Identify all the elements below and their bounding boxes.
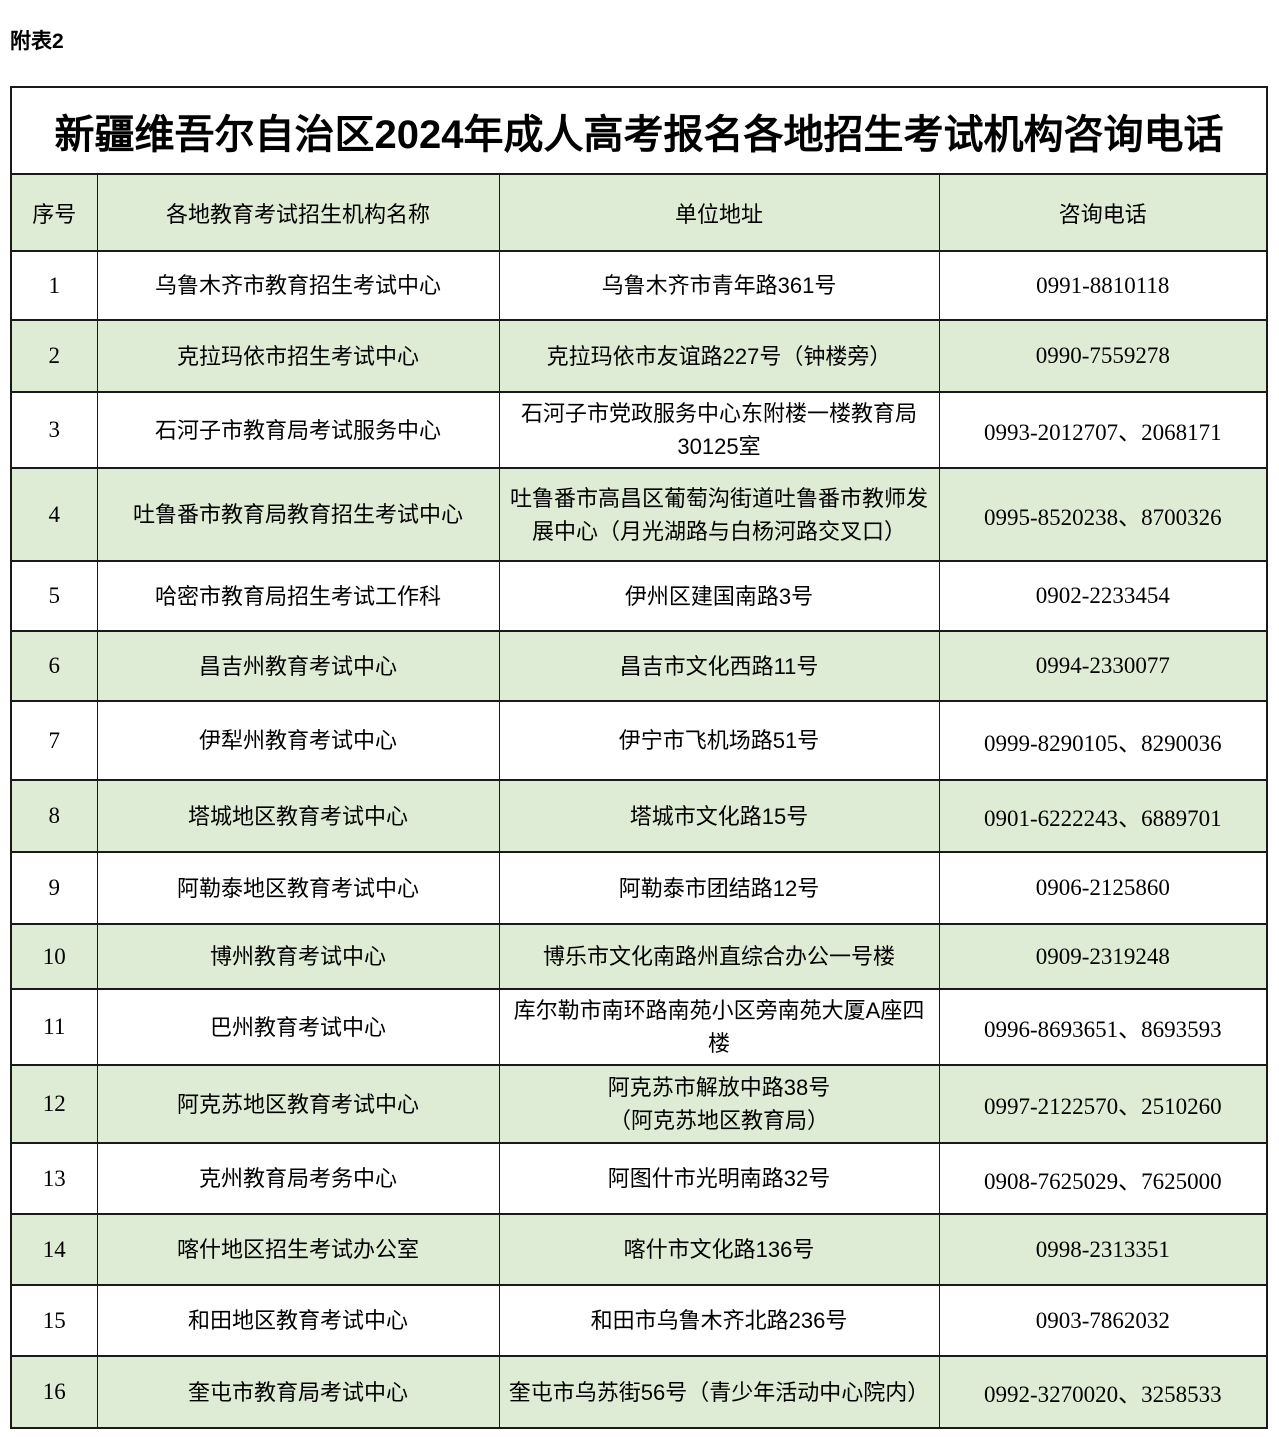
table-title: 新疆维吾尔自治区2024年成人高考报名各地招生考试机构咨询电话 bbox=[10, 86, 1268, 175]
seq-cell: 10 bbox=[10, 923, 98, 990]
phone-cell: 0906-2125860 bbox=[938, 851, 1268, 925]
address-cell: 乌鲁木齐市青年路361号 bbox=[498, 250, 940, 321]
phone-cell: 0990-7559278 bbox=[938, 319, 1268, 393]
seq-cell: 12 bbox=[10, 1064, 98, 1144]
table-row: 10 博州教育考试中心 博乐市文化南路州直综合办公一号楼 0909-231924… bbox=[10, 923, 1268, 990]
header-row: 序号 各地教育考试招生机构名称 单位地址 咨询电话 bbox=[10, 173, 1268, 252]
org-cell: 石河子市教育局考试服务中心 bbox=[96, 391, 500, 469]
phone-cell: 0999-8290105、8290036 bbox=[938, 700, 1268, 781]
col-header-phone: 咨询电话 bbox=[938, 173, 1268, 252]
phone-cell: 0994-2330077 bbox=[938, 630, 1268, 702]
phone-cell: 0901-6222243、6889701 bbox=[938, 779, 1268, 853]
seq-cell: 14 bbox=[10, 1213, 98, 1286]
phone-directory-table: 新疆维吾尔自治区2024年成人高考报名各地招生考试机构咨询电话 序号 各地教育考… bbox=[10, 86, 1269, 1429]
phone-cell: 0998-2313351 bbox=[938, 1213, 1268, 1286]
title-row: 新疆维吾尔自治区2024年成人高考报名各地招生考试机构咨询电话 bbox=[10, 86, 1268, 175]
table-row: 3 石河子市教育局考试服务中心 石河子市党政服务中心东附楼一楼教育局30125室… bbox=[10, 391, 1268, 469]
address-cell: 喀什市文化路136号 bbox=[498, 1213, 940, 1286]
address-cell: 博乐市文化南路州直综合办公一号楼 bbox=[498, 923, 940, 990]
seq-cell: 11 bbox=[10, 988, 98, 1066]
org-cell: 塔城地区教育考试中心 bbox=[96, 779, 500, 853]
phone-cell: 0993-2012707、2068171 bbox=[938, 391, 1268, 469]
col-header-org: 各地教育考试招生机构名称 bbox=[96, 173, 500, 252]
org-cell: 吐鲁番市教育局教育招生考试中心 bbox=[96, 467, 500, 562]
org-cell: 喀什地区招生考试办公室 bbox=[96, 1213, 500, 1286]
table-row: 8 塔城地区教育考试中心 塔城市文化路15号 0901-6222243、6889… bbox=[10, 779, 1268, 853]
page-label: 附表2 bbox=[10, 30, 64, 53]
address-cell: 昌吉市文化西路11号 bbox=[498, 630, 940, 702]
seq-cell: 16 bbox=[10, 1355, 98, 1429]
address-cell: 塔城市文化路15号 bbox=[498, 779, 940, 853]
phone-cell: 0992-3270020、3258533 bbox=[938, 1355, 1268, 1429]
phone-cell: 0902-2233454 bbox=[938, 560, 1268, 632]
org-cell: 伊犁州教育考试中心 bbox=[96, 700, 500, 781]
seq-cell: 2 bbox=[10, 319, 98, 393]
address-cell: 伊州区建国南路3号 bbox=[498, 560, 940, 632]
org-cell: 阿克苏地区教育考试中心 bbox=[96, 1064, 500, 1144]
table-row: 4 吐鲁番市教育局教育招生考试中心 吐鲁番市高昌区葡萄沟街道吐鲁番市教师发展中心… bbox=[10, 467, 1268, 562]
org-cell: 哈密市教育局招生考试工作科 bbox=[96, 560, 500, 632]
seq-cell: 3 bbox=[10, 391, 98, 469]
address-cell: 库尔勒市南环路南苑小区旁南苑大厦A座四楼 bbox=[498, 988, 940, 1066]
org-cell: 克州教育局考务中心 bbox=[96, 1142, 500, 1215]
col-header-no: 序号 bbox=[10, 173, 98, 252]
org-cell: 克拉玛依市招生考试中心 bbox=[96, 319, 500, 393]
table-row: 14 喀什地区招生考试办公室 喀什市文化路136号 0998-2313351 bbox=[10, 1213, 1268, 1286]
seq-cell: 15 bbox=[10, 1284, 98, 1357]
address-cell: 克拉玛依市友谊路227号（钟楼旁） bbox=[498, 319, 940, 393]
table-row: 7 伊犁州教育考试中心 伊宁市飞机场路51号 0999-8290105、8290… bbox=[10, 700, 1268, 781]
seq-cell: 1 bbox=[10, 250, 98, 321]
address-cell: 和田市乌鲁木齐北路236号 bbox=[498, 1284, 940, 1357]
seq-cell: 7 bbox=[10, 700, 98, 781]
address-cell: 阿图什市光明南路32号 bbox=[498, 1142, 940, 1215]
col-header-address: 单位地址 bbox=[498, 173, 940, 252]
address-cell: 石河子市党政服务中心东附楼一楼教育局30125室 bbox=[498, 391, 940, 469]
table-row: 13 克州教育局考务中心 阿图什市光明南路32号 0908-7625029、76… bbox=[10, 1142, 1268, 1215]
seq-cell: 5 bbox=[10, 560, 98, 632]
phone-cell: 0996-8693651、8693593 bbox=[938, 988, 1268, 1066]
phone-cell: 0995-8520238、8700326 bbox=[938, 467, 1268, 562]
org-cell: 阿勒泰地区教育考试中心 bbox=[96, 851, 500, 925]
phone-cell: 0908-7625029、7625000 bbox=[938, 1142, 1268, 1215]
table-row: 9 阿勒泰地区教育考试中心 阿勒泰市团结路12号 0906-2125860 bbox=[10, 851, 1268, 925]
table-row: 2 克拉玛依市招生考试中心 克拉玛依市友谊路227号（钟楼旁） 0990-755… bbox=[10, 319, 1268, 393]
address-cell: 阿勒泰市团结路12号 bbox=[498, 851, 940, 925]
seq-cell: 4 bbox=[10, 467, 98, 562]
phone-cell: 0997-2122570、2510260 bbox=[938, 1064, 1268, 1144]
table-row: 11 巴州教育考试中心 库尔勒市南环路南苑小区旁南苑大厦A座四楼 0996-86… bbox=[10, 988, 1268, 1066]
org-cell: 巴州教育考试中心 bbox=[96, 988, 500, 1066]
phone-cell: 0903-7862032 bbox=[938, 1284, 1268, 1357]
table-row: 12 阿克苏地区教育考试中心 阿克苏市解放中路38号 （阿克苏地区教育局） 09… bbox=[10, 1064, 1268, 1144]
org-cell: 博州教育考试中心 bbox=[96, 923, 500, 990]
seq-cell: 6 bbox=[10, 630, 98, 702]
table-row: 16 奎屯市教育局考试中心 奎屯市乌苏街56号（青少年活动中心院内） 0992-… bbox=[10, 1355, 1268, 1429]
org-cell: 昌吉州教育考试中心 bbox=[96, 630, 500, 702]
address-cell: 阿克苏市解放中路38号 （阿克苏地区教育局） bbox=[498, 1064, 940, 1144]
address-cell: 奎屯市乌苏街56号（青少年活动中心院内） bbox=[498, 1355, 940, 1429]
table-row: 5 哈密市教育局招生考试工作科 伊州区建国南路3号 0902-2233454 bbox=[10, 560, 1268, 632]
table-row: 1 乌鲁木齐市教育招生考试中心 乌鲁木齐市青年路361号 0991-881011… bbox=[10, 250, 1268, 321]
address-cell: 吐鲁番市高昌区葡萄沟街道吐鲁番市教师发展中心（月光湖路与白杨河路交叉口） bbox=[498, 467, 940, 562]
phone-cell: 0909-2319248 bbox=[938, 923, 1268, 990]
seq-cell: 8 bbox=[10, 779, 98, 853]
org-cell: 奎屯市教育局考试中心 bbox=[96, 1355, 500, 1429]
org-cell: 乌鲁木齐市教育招生考试中心 bbox=[96, 250, 500, 321]
phone-cell: 0991-8810118 bbox=[938, 250, 1268, 321]
org-cell: 和田地区教育考试中心 bbox=[96, 1284, 500, 1357]
seq-cell: 13 bbox=[10, 1142, 98, 1215]
address-cell: 伊宁市飞机场路51号 bbox=[498, 700, 940, 781]
table-row: 6 昌吉州教育考试中心 昌吉市文化西路11号 0994-2330077 bbox=[10, 630, 1268, 702]
table-row: 15 和田地区教育考试中心 和田市乌鲁木齐北路236号 0903-7862032 bbox=[10, 1284, 1268, 1357]
seq-cell: 9 bbox=[10, 851, 98, 925]
